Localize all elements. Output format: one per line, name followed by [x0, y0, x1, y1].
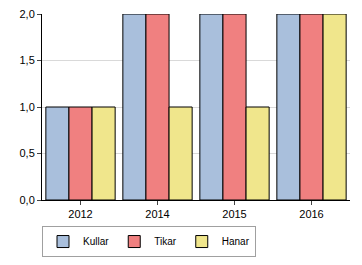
svg-text:2015: 2015 — [222, 208, 246, 220]
svg-text:2,0: 2,0 — [20, 8, 35, 20]
svg-text:1,0: 1,0 — [20, 101, 35, 113]
svg-text:Hanar: Hanar — [222, 236, 250, 247]
svg-text:Tikar: Tikar — [154, 236, 177, 247]
svg-text:0,0: 0,0 — [20, 194, 35, 206]
svg-text:0,5: 0,5 — [20, 147, 35, 159]
svg-text:2012: 2012 — [68, 208, 92, 220]
svg-text:2016: 2016 — [299, 208, 323, 220]
svg-text:2014: 2014 — [145, 208, 169, 220]
svg-text:Kullar: Kullar — [83, 236, 109, 247]
svg-text:1,5: 1,5 — [20, 54, 35, 66]
